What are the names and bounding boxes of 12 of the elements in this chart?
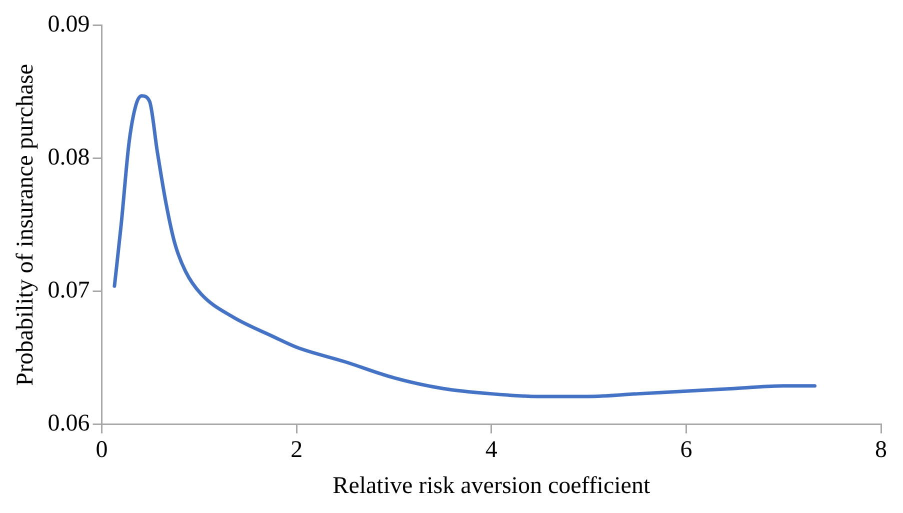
y-tick-label: 0.08 [48, 144, 90, 171]
y-tick-label: 0.09 [48, 12, 90, 38]
x-tick-label: 2 [290, 437, 303, 464]
x-tick-label: 8 [875, 437, 887, 464]
y-tick-label: 0.07 [48, 278, 90, 304]
x-tick-label: 4 [485, 437, 498, 464]
x-tick-label: 0 [96, 437, 108, 464]
line-series [112, 94, 817, 398]
x-axis-title: Relative risk aversion coefficient [332, 472, 650, 499]
y-tick-label: 0.06 [48, 410, 90, 437]
y-axis-title: Probability of insurance purchase [12, 64, 39, 386]
x-tick-label: 6 [680, 437, 692, 464]
